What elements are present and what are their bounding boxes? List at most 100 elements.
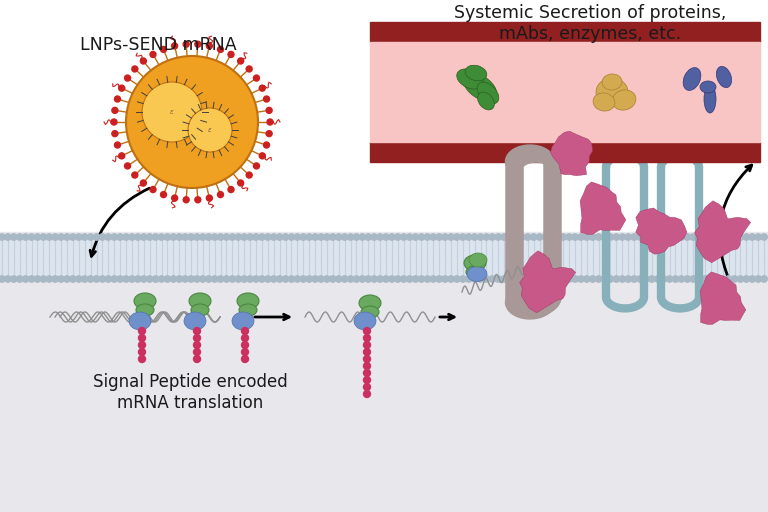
Circle shape xyxy=(465,276,472,282)
Circle shape xyxy=(377,234,383,240)
Polygon shape xyxy=(520,251,575,313)
Circle shape xyxy=(117,234,124,240)
Circle shape xyxy=(228,186,234,193)
Circle shape xyxy=(270,234,277,240)
Circle shape xyxy=(436,234,442,240)
Circle shape xyxy=(266,131,272,137)
Polygon shape xyxy=(636,208,687,254)
Ellipse shape xyxy=(478,92,495,110)
Ellipse shape xyxy=(464,255,486,271)
Circle shape xyxy=(483,276,490,282)
Circle shape xyxy=(206,276,212,282)
Polygon shape xyxy=(551,131,593,176)
Circle shape xyxy=(342,234,348,240)
Circle shape xyxy=(195,197,200,203)
Circle shape xyxy=(507,276,513,282)
Circle shape xyxy=(207,195,213,201)
Circle shape xyxy=(720,234,726,240)
Circle shape xyxy=(347,276,354,282)
Bar xyxy=(0,232,768,512)
Circle shape xyxy=(75,234,82,240)
Circle shape xyxy=(667,234,673,240)
Circle shape xyxy=(430,234,436,240)
Ellipse shape xyxy=(237,293,259,309)
Circle shape xyxy=(22,276,29,282)
Circle shape xyxy=(99,276,106,282)
Circle shape xyxy=(382,276,389,282)
Circle shape xyxy=(613,276,620,282)
Circle shape xyxy=(241,349,249,355)
Circle shape xyxy=(377,276,383,282)
Circle shape xyxy=(324,276,330,282)
Circle shape xyxy=(442,234,449,240)
Circle shape xyxy=(737,234,743,240)
Circle shape xyxy=(237,180,243,186)
Circle shape xyxy=(501,276,508,282)
Circle shape xyxy=(152,234,159,240)
Circle shape xyxy=(761,234,767,240)
Circle shape xyxy=(217,47,223,52)
Ellipse shape xyxy=(134,293,156,309)
Circle shape xyxy=(17,276,23,282)
Circle shape xyxy=(654,276,661,282)
Circle shape xyxy=(749,234,756,240)
Circle shape xyxy=(247,276,253,282)
Circle shape xyxy=(637,234,644,240)
Circle shape xyxy=(228,51,234,57)
Circle shape xyxy=(188,234,194,240)
Bar xyxy=(0,0,768,232)
Circle shape xyxy=(329,276,336,282)
Circle shape xyxy=(548,276,554,282)
Circle shape xyxy=(0,234,5,240)
Circle shape xyxy=(649,234,655,240)
Circle shape xyxy=(241,355,249,362)
Circle shape xyxy=(241,334,249,342)
Circle shape xyxy=(419,276,425,282)
Circle shape xyxy=(266,108,272,113)
Circle shape xyxy=(126,56,258,188)
Circle shape xyxy=(489,276,495,282)
Ellipse shape xyxy=(191,304,209,316)
Circle shape xyxy=(138,349,145,355)
Circle shape xyxy=(363,391,370,397)
Circle shape xyxy=(483,234,490,240)
Circle shape xyxy=(554,234,561,240)
Circle shape xyxy=(194,234,200,240)
Circle shape xyxy=(684,234,690,240)
Circle shape xyxy=(241,276,247,282)
Circle shape xyxy=(22,234,29,240)
Circle shape xyxy=(363,383,370,391)
Circle shape xyxy=(478,234,484,240)
Circle shape xyxy=(81,276,88,282)
Bar xyxy=(370,142,760,162)
Circle shape xyxy=(217,191,223,198)
Circle shape xyxy=(749,276,756,282)
Text: LNPs-SEND mRNA: LNPs-SEND mRNA xyxy=(80,36,237,54)
Ellipse shape xyxy=(469,253,487,267)
Ellipse shape xyxy=(477,82,498,104)
Circle shape xyxy=(531,234,537,240)
Circle shape xyxy=(253,234,260,240)
Circle shape xyxy=(702,234,708,240)
Circle shape xyxy=(660,276,667,282)
Circle shape xyxy=(318,234,324,240)
Circle shape xyxy=(147,276,153,282)
Circle shape xyxy=(495,234,502,240)
Circle shape xyxy=(294,276,300,282)
Circle shape xyxy=(129,276,135,282)
Bar xyxy=(370,22,760,42)
Circle shape xyxy=(111,234,118,240)
Circle shape xyxy=(211,234,218,240)
Circle shape xyxy=(424,234,431,240)
Ellipse shape xyxy=(136,304,154,316)
Circle shape xyxy=(283,234,289,240)
Ellipse shape xyxy=(184,312,206,330)
Circle shape xyxy=(200,234,206,240)
Circle shape xyxy=(513,276,519,282)
Circle shape xyxy=(336,234,342,240)
Circle shape xyxy=(667,276,673,282)
Circle shape xyxy=(584,234,590,240)
Circle shape xyxy=(419,234,425,240)
Circle shape xyxy=(253,276,260,282)
Circle shape xyxy=(64,234,70,240)
